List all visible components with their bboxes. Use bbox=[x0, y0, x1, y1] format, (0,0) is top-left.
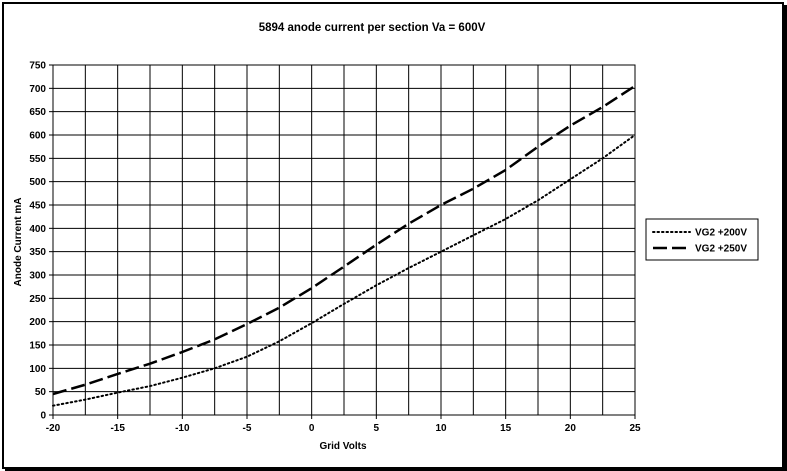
y-tick-label: 500 bbox=[29, 177, 46, 188]
legend-label-1: VG2 +200V bbox=[695, 228, 747, 239]
x-tick-label: 0 bbox=[309, 423, 315, 434]
y-tick-label: 300 bbox=[29, 271, 46, 282]
legend: VG2 +200V VG2 +250V bbox=[645, 218, 759, 261]
y-tick-label: 200 bbox=[29, 317, 46, 328]
y-tick-label: 700 bbox=[29, 84, 46, 95]
y-tick-label: 150 bbox=[29, 341, 46, 352]
y-tick-label: 50 bbox=[35, 387, 47, 398]
x-tick-label: 5 bbox=[374, 423, 380, 434]
y-tick-label: 550 bbox=[29, 154, 46, 165]
series-group bbox=[52, 84, 636, 407]
y-tick-label: 0 bbox=[40, 411, 46, 422]
y-tick-label: 600 bbox=[29, 131, 46, 142]
y-axis-label: Anode Current mA bbox=[13, 198, 24, 287]
legend-box bbox=[645, 218, 759, 261]
x-axis: -20 -15 -10 -5 0 5 10 15 20 25 bbox=[46, 415, 641, 434]
series-line-2 bbox=[52, 84, 636, 396]
plot-area bbox=[52, 64, 636, 416]
y-tick-label: 650 bbox=[29, 107, 46, 118]
y-tick-label: 250 bbox=[29, 294, 46, 305]
y-tick-label: 350 bbox=[29, 247, 46, 258]
y-tick-label: 450 bbox=[29, 201, 46, 212]
legend-label-2: VG2 +250V bbox=[695, 244, 747, 255]
x-tick-label: 15 bbox=[500, 423, 512, 434]
y-tick-label: 100 bbox=[29, 364, 46, 375]
x-tick-label: -20 bbox=[46, 423, 61, 434]
x-tick-label: -15 bbox=[110, 423, 125, 434]
y-tick-label: 750 bbox=[29, 61, 46, 72]
grid bbox=[52, 64, 636, 416]
chart-title: 5894 anode current per section Va = 600V bbox=[259, 22, 486, 34]
x-tick-label: 10 bbox=[435, 423, 447, 434]
y-axis: 0 50 100 150 200 250 300 350 400 450 500 550 600 650 7… bbox=[29, 61, 53, 422]
x-tick-label: 25 bbox=[629, 423, 641, 434]
x-tick-label: -10 bbox=[175, 423, 190, 434]
y-tick-label: 400 bbox=[29, 224, 46, 235]
x-tick-label: -5 bbox=[243, 423, 252, 434]
x-axis-label: Grid Volts bbox=[319, 441, 366, 452]
series-line-1 bbox=[52, 134, 636, 407]
x-tick-label: 20 bbox=[565, 423, 577, 434]
